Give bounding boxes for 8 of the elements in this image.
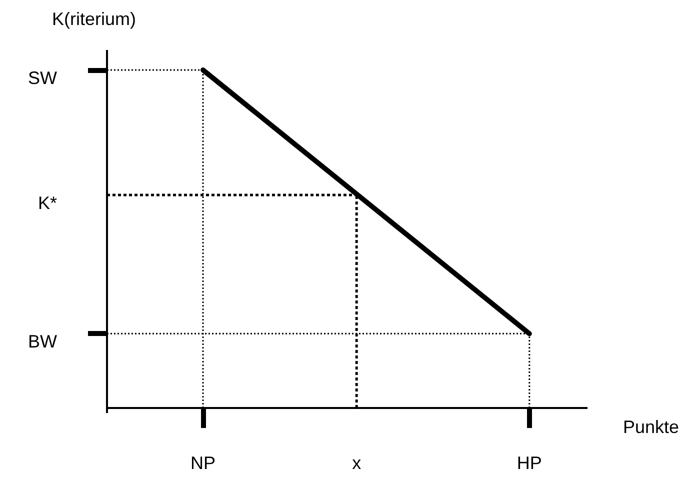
y-axis-title: K(riterium) bbox=[52, 8, 136, 29]
x-tick-label: x bbox=[352, 452, 362, 473]
ref-line-label: BW bbox=[28, 332, 58, 352]
x-tick-label: NP bbox=[190, 452, 216, 473]
x-axis-title: Punkte bbox=[623, 416, 680, 437]
ref-line-label: K* bbox=[38, 193, 57, 214]
x-tick-label: HP bbox=[516, 452, 542, 473]
ref-line-label: SW bbox=[28, 68, 58, 88]
